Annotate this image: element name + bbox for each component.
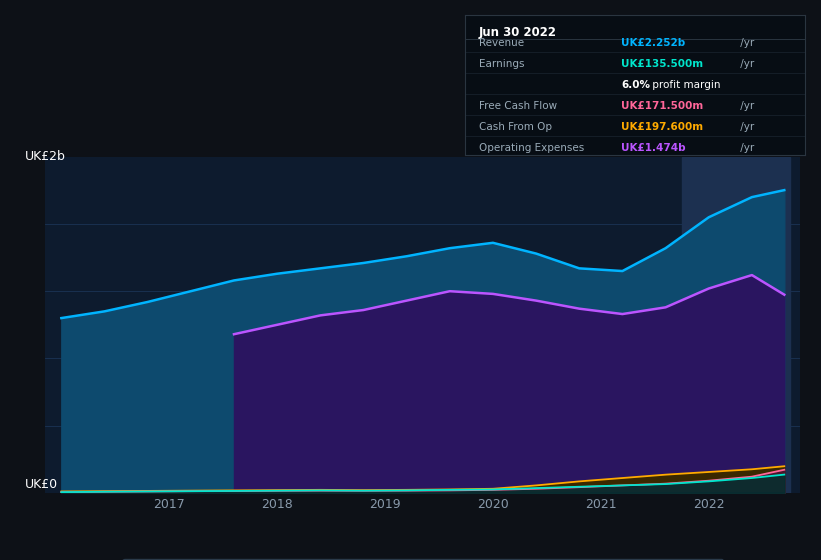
Text: Revenue: Revenue: [479, 38, 524, 48]
Text: Operating Expenses: Operating Expenses: [479, 143, 584, 153]
Text: UK£0: UK£0: [25, 478, 57, 491]
Text: Cash From Op: Cash From Op: [479, 122, 552, 132]
Legend: Revenue, Earnings, Free Cash Flow, Cash From Op, Operating Expenses: Revenue, Earnings, Free Cash Flow, Cash …: [122, 558, 723, 560]
Text: Jun 30 2022: Jun 30 2022: [479, 26, 557, 39]
Text: UK£197.600m: UK£197.600m: [621, 122, 704, 132]
Text: UK£171.500m: UK£171.500m: [621, 101, 704, 111]
Bar: [681, 157, 790, 493]
Text: /yr: /yr: [737, 101, 754, 111]
Text: UK£2b: UK£2b: [25, 150, 66, 164]
Text: 6.0%: 6.0%: [621, 80, 650, 90]
Text: UK£135.500m: UK£135.500m: [621, 59, 704, 69]
Text: /yr: /yr: [737, 59, 754, 69]
Text: Free Cash Flow: Free Cash Flow: [479, 101, 557, 111]
Text: /yr: /yr: [737, 122, 754, 132]
Text: Earnings: Earnings: [479, 59, 524, 69]
Text: profit margin: profit margin: [649, 80, 720, 90]
Text: UK£2.252b: UK£2.252b: [621, 38, 686, 48]
Text: /yr: /yr: [737, 38, 754, 48]
Text: UK£1.474b: UK£1.474b: [621, 143, 686, 153]
Text: /yr: /yr: [737, 143, 754, 153]
